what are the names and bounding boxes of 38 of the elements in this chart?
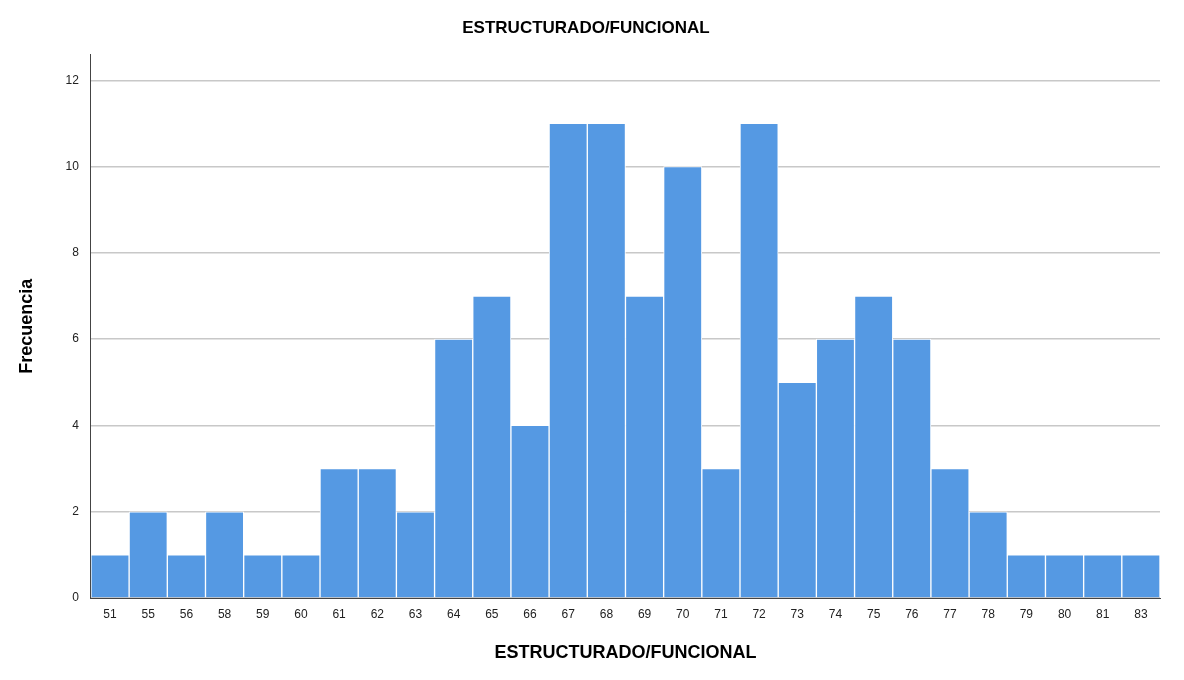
x-tick-label: 71 (714, 606, 728, 621)
x-tick-label: 72 (752, 606, 767, 621)
y-tick-label: 6 (72, 331, 80, 346)
x-tick-label: 78 (981, 606, 996, 621)
y-tick-label: 2 (72, 504, 80, 519)
x-tick-label: 76 (905, 606, 919, 621)
x-tick-label: 60 (294, 606, 308, 621)
y-tick-label: 8 (72, 245, 80, 260)
x-tick-label: 81 (1096, 606, 1110, 621)
x-tick-label: 68 (599, 606, 614, 621)
x-tick-label: 59 (256, 606, 270, 621)
x-tick-label: 83 (1134, 606, 1148, 621)
x-tick-label: 65 (485, 606, 499, 621)
y-tick-label: 4 (72, 417, 80, 432)
y-tick-label: 12 (65, 72, 80, 87)
x-tick-label: 67 (561, 606, 576, 621)
x-tick-label: 63 (408, 606, 423, 621)
x-tick-label: 79 (1019, 606, 1034, 621)
x-tick-label: 61 (332, 606, 347, 621)
x-tick-label: 56 (179, 606, 194, 621)
x-tick-label: 55 (141, 606, 156, 621)
x-tick-label: 73 (790, 606, 805, 621)
chart-title: ESTRUCTURADO/FUNCIONAL (462, 17, 710, 37)
y-tick-label: 10 (65, 158, 80, 173)
x-axis-title: ESTRUCTURADO/FUNCIONAL (494, 642, 757, 663)
x-tick-label: 62 (370, 606, 385, 621)
x-tick-label: 64 (446, 606, 461, 621)
x-tick-label: 69 (637, 606, 652, 621)
x-tick-label: 70 (676, 606, 690, 621)
x-tick-label: 80 (1057, 606, 1072, 621)
x-tick-label: 77 (943, 606, 957, 621)
y-tick-label: 0 (72, 590, 80, 605)
x-tick-label: 66 (523, 606, 538, 621)
x-tick-label: 51 (103, 606, 118, 621)
x-tick-label: 75 (866, 606, 881, 621)
x-tick-label: 58 (217, 606, 232, 621)
x-tick-label: 74 (828, 606, 843, 621)
y-axis-title: Frecuencia (15, 277, 36, 374)
